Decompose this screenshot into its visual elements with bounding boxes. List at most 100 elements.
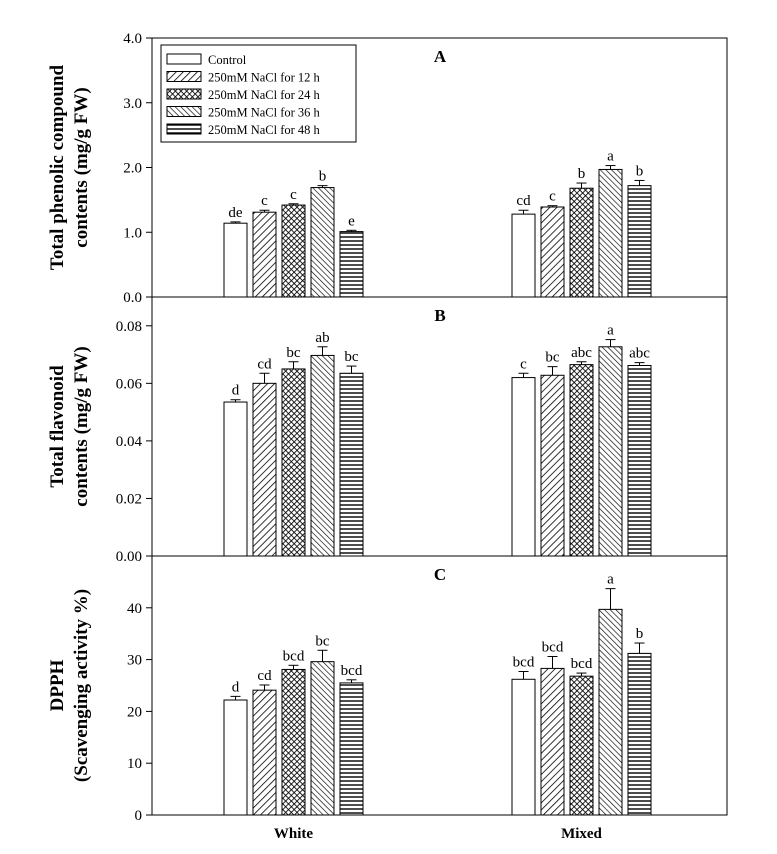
y-tick-label: 30 xyxy=(127,653,142,669)
significance-label: e xyxy=(348,213,355,229)
y-tick-label: 3.0 xyxy=(123,96,142,112)
significance-label: bc xyxy=(344,349,359,365)
significance-label: c xyxy=(549,189,556,205)
significance-label: bcd xyxy=(542,639,564,655)
bar xyxy=(540,667,565,816)
y-tick-label: 2.0 xyxy=(123,161,142,177)
y-axis-label: contents (mg/g FW) xyxy=(71,87,92,247)
panel-b: 0.00 0.02 0.04 0.06 0.08 B Total flavonoid cont… xyxy=(47,296,728,565)
panel-label: A xyxy=(434,47,447,66)
panel-label: C xyxy=(434,565,446,584)
bar xyxy=(540,374,565,557)
legend-swatch xyxy=(166,71,202,82)
legend: Control 250mM NaCl for 12 h 250mM NaCl for… xyxy=(160,44,357,143)
bar xyxy=(339,231,364,298)
y-tick-label: 40 xyxy=(127,601,142,617)
bar xyxy=(569,364,594,557)
bar xyxy=(281,668,306,816)
legend-label: 250mM NaCl for 24 h xyxy=(208,88,321,102)
bar xyxy=(540,206,565,298)
bar xyxy=(569,675,594,816)
y-tick-label: 0 xyxy=(135,808,143,824)
significance-label: b xyxy=(636,626,644,642)
significance-label: c xyxy=(520,356,527,372)
y-tick-label: 1.0 xyxy=(123,225,142,241)
bar xyxy=(511,213,536,298)
significance-label: bcd xyxy=(571,656,593,672)
significance-label: bc xyxy=(545,350,560,366)
significance-label: cd xyxy=(257,356,272,372)
x-axis-categories: White Mixed xyxy=(274,826,603,842)
significance-label: bcd xyxy=(283,648,305,664)
bar xyxy=(223,401,248,557)
y-axis-label: Total flavonoid xyxy=(47,365,68,488)
bar xyxy=(310,187,335,298)
bar xyxy=(223,699,248,816)
bar xyxy=(223,222,248,298)
significance-label: a xyxy=(607,572,614,588)
bar xyxy=(339,372,364,557)
legend-swatch xyxy=(166,88,202,100)
legend-label: Control xyxy=(208,53,247,67)
significance-label: bcd xyxy=(341,663,363,679)
bar xyxy=(511,377,536,557)
significance-label: c xyxy=(290,187,297,203)
bar xyxy=(310,661,335,816)
y-axis-label: (Scavenging activity %) xyxy=(71,589,92,782)
panel-label: B xyxy=(434,306,445,325)
bar xyxy=(252,689,277,816)
y-tick-label: 0.0 xyxy=(123,290,142,306)
significance-label: de xyxy=(228,205,243,221)
legend-swatch xyxy=(166,53,202,65)
significance-label: ab xyxy=(315,330,329,346)
significance-label: bcd xyxy=(513,655,535,671)
bar xyxy=(310,354,335,557)
bar xyxy=(598,608,623,816)
significance-label: c xyxy=(261,193,268,209)
significance-label: cd xyxy=(516,193,531,209)
y-tick-label: 0.08 xyxy=(116,319,142,335)
bar xyxy=(252,382,277,557)
plot-frame xyxy=(151,555,728,816)
legend-swatch xyxy=(166,106,202,117)
y-axis-label: contents (mg/g FW) xyxy=(71,346,92,506)
significance-label: d xyxy=(232,383,240,399)
bar xyxy=(281,368,306,557)
y-axis-label: Total phenolic compound xyxy=(47,64,68,270)
y-tick-label: 0.06 xyxy=(116,376,143,392)
significance-label: cd xyxy=(257,668,272,684)
significance-label: b xyxy=(319,169,327,185)
legend-label: 250mM NaCl for 48 h xyxy=(208,123,321,137)
legend-label: 250mM NaCl for 36 h xyxy=(208,106,321,120)
significance-label: a xyxy=(607,149,614,165)
significance-label: b xyxy=(636,163,644,179)
bar xyxy=(627,652,652,816)
y-tick-label: 0.00 xyxy=(116,549,142,565)
y-tick-label: 20 xyxy=(127,704,142,720)
x-category-label: Mixed xyxy=(561,826,602,842)
bar xyxy=(281,204,306,298)
x-category-label: White xyxy=(274,826,314,842)
legend-swatch xyxy=(166,123,202,135)
significance-label: d xyxy=(232,679,240,695)
y-tick-label: 10 xyxy=(127,756,142,772)
significance-label: a xyxy=(607,323,614,339)
bar xyxy=(598,346,623,557)
y-axis-label: DPPH xyxy=(47,659,68,711)
significance-label: bc xyxy=(315,633,330,649)
bar xyxy=(252,211,277,298)
bar xyxy=(598,168,623,298)
bar xyxy=(511,678,536,816)
y-tick-label: 0.04 xyxy=(116,434,143,450)
bar xyxy=(569,187,594,298)
significance-label: abc xyxy=(571,345,592,361)
bar xyxy=(627,185,652,298)
legend-label: 250mM NaCl for 12 h xyxy=(208,71,321,85)
significance-label: bc xyxy=(286,345,301,361)
bar xyxy=(339,682,364,816)
y-tick-label: 0.02 xyxy=(116,491,142,507)
significance-label: abc xyxy=(629,346,650,362)
